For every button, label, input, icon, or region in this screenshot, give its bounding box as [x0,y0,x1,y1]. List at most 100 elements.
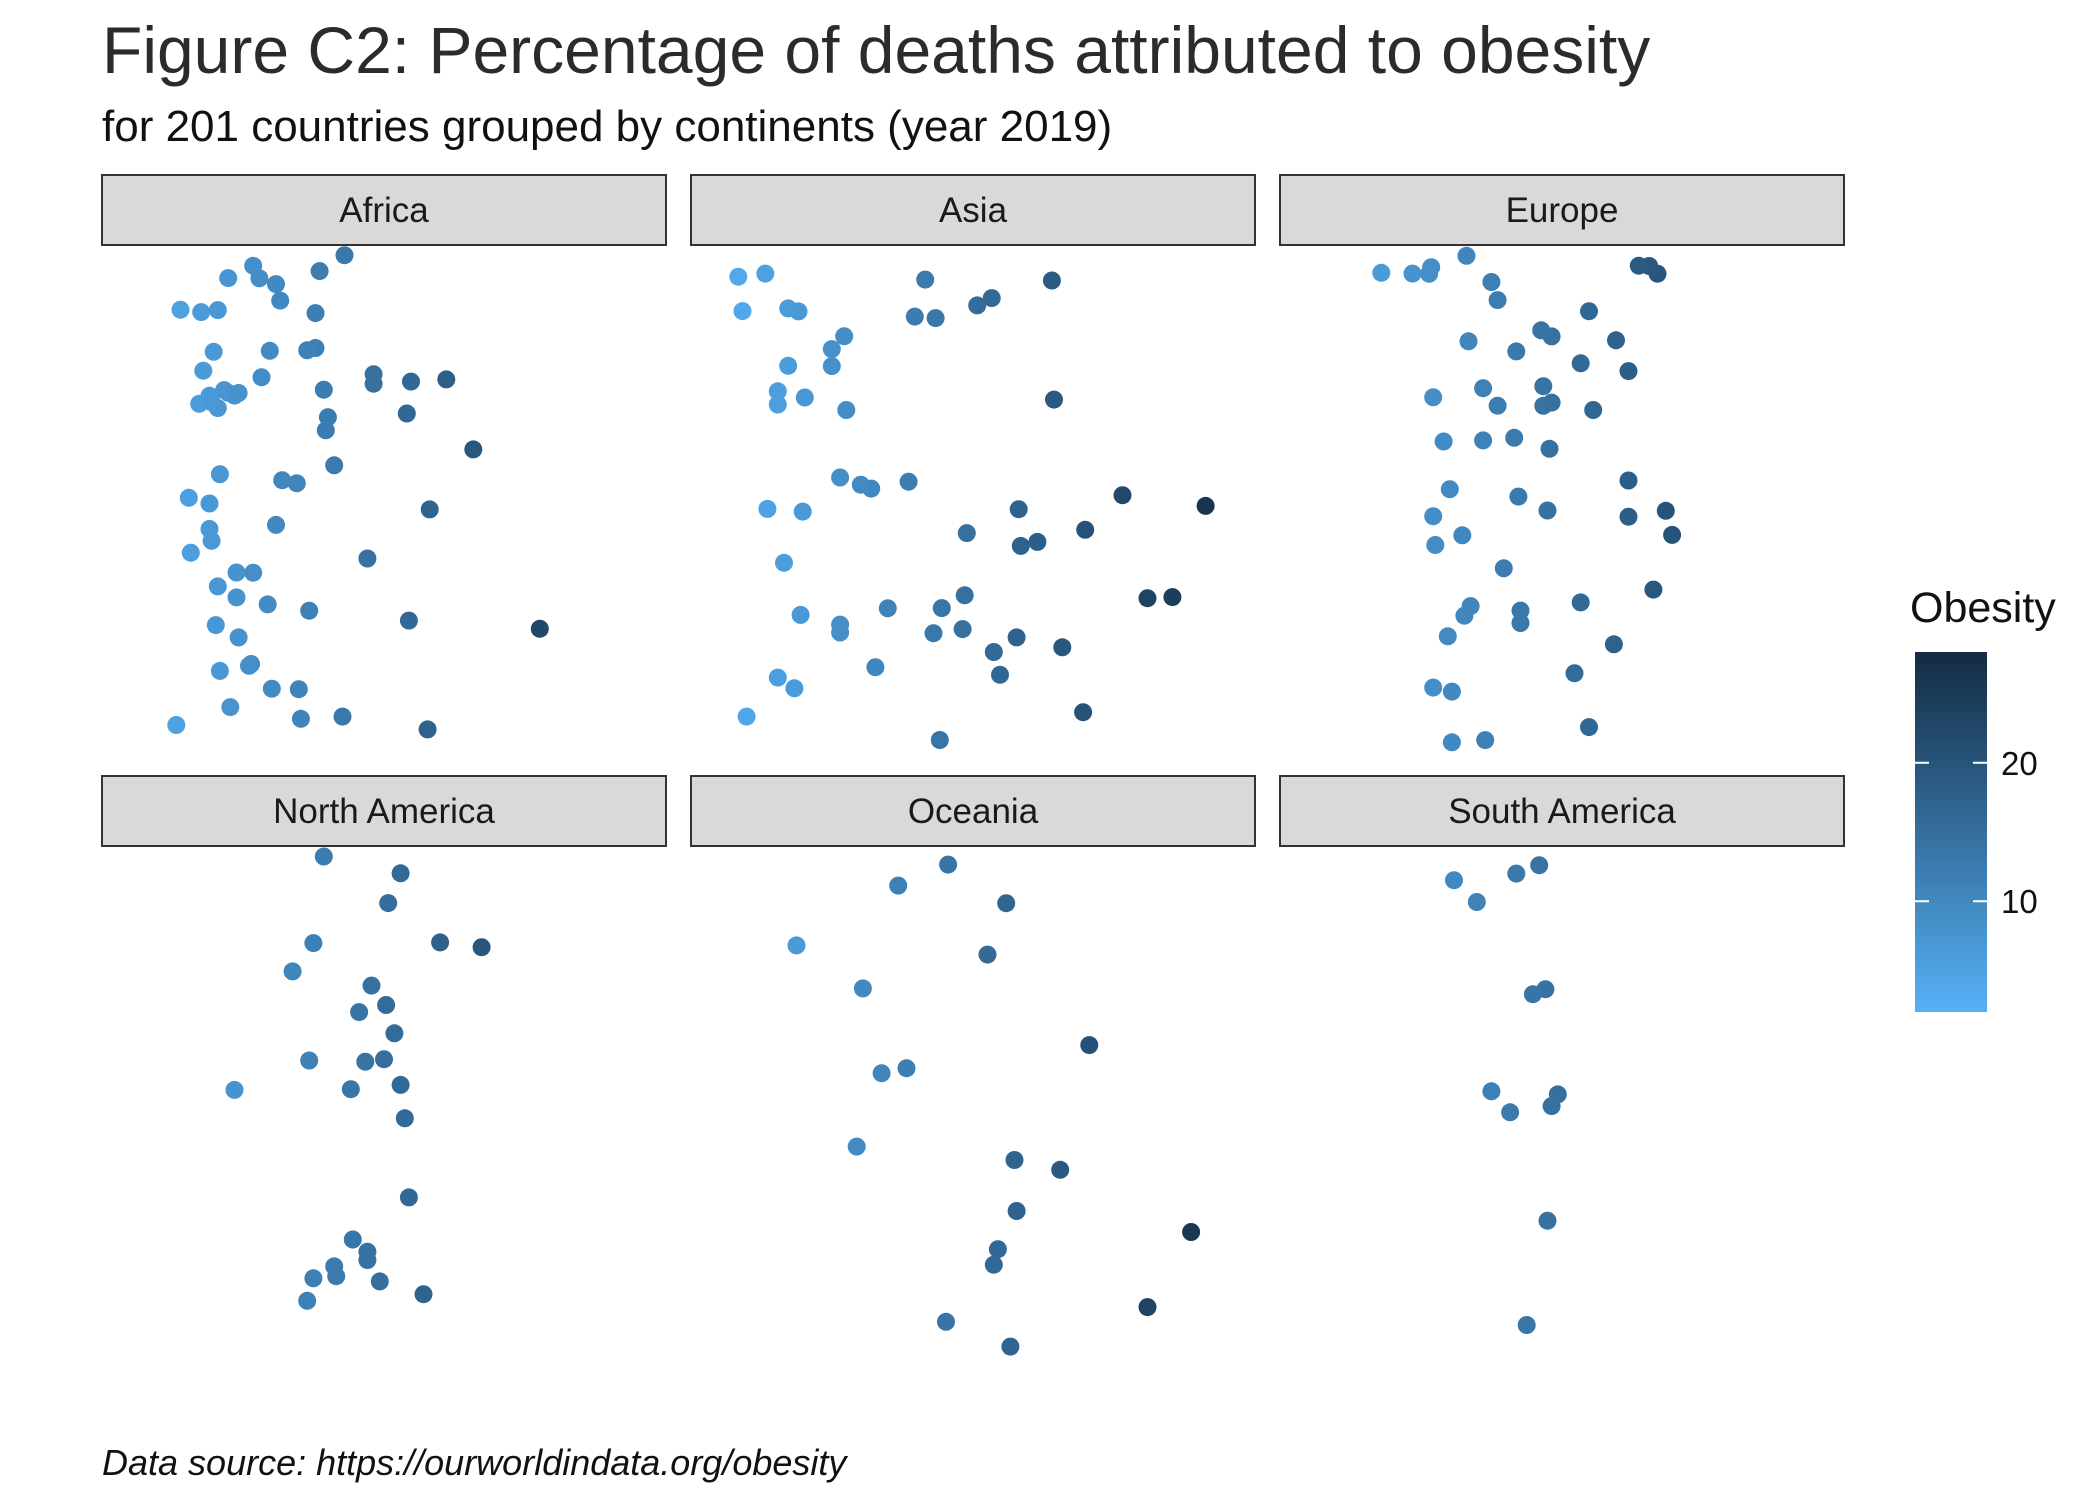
data-point [1007,628,1026,647]
data-point [1482,1082,1501,1101]
data-point [851,475,870,494]
data-point [1196,496,1215,515]
data-point [1505,428,1524,447]
data-point [267,275,285,294]
data-point [924,624,943,643]
legend-title: Obesity [1910,584,2056,632]
data-point [362,976,381,995]
data-point [418,720,437,739]
data-point [729,267,748,286]
data-point [267,515,285,534]
data-point [202,393,221,412]
data-point [391,864,410,883]
data-point [1507,342,1526,361]
data-point [1424,678,1443,697]
data-point [1445,871,1463,890]
data-point [955,586,974,605]
data-point [1442,682,1461,701]
data-point [1580,302,1598,321]
data-point [1644,580,1663,599]
data-point [1538,1211,1557,1230]
data-point [787,936,806,955]
data-point [171,300,190,319]
data-point [1138,589,1157,608]
data-point [314,380,333,399]
data-point [1542,1097,1561,1116]
data-point [926,309,945,328]
data-point [397,404,416,423]
data-point [779,356,798,375]
data-point [737,707,756,726]
data-point [221,698,240,717]
data-point [291,709,310,728]
data-point [837,401,856,419]
data-point [229,628,248,647]
data-point [1607,331,1625,350]
data-point [356,1052,375,1071]
color-legend: Obesity 10 20 [1910,584,2056,1012]
data-point [733,302,752,321]
facet-strip [1279,775,1845,847]
data-point [872,1064,891,1083]
data-point [219,269,238,288]
data-point [822,357,841,376]
data-point [984,643,1003,661]
facet-strip [690,174,1256,246]
data-point [1511,614,1530,632]
data-point [932,599,951,618]
data-point [988,1240,1007,1259]
data-point [1028,532,1047,551]
facet-strip-label: South America [1448,792,1676,831]
data-point [1565,664,1584,683]
data-point [1474,431,1493,450]
data-point [208,301,227,320]
data-point [300,1051,319,1070]
data-point [395,1109,414,1128]
data-point [937,1312,955,1331]
data-point [399,1188,418,1207]
data-point [210,661,229,680]
data-point [262,679,281,698]
data-point [1138,1298,1157,1317]
data-point [391,1075,410,1094]
legend-tick-label: 10 [2001,883,2038,920]
facet-panel-oceania: Oceania [690,775,1256,1356]
data-point [437,370,456,389]
data-point [953,620,972,639]
data-point [1619,507,1638,526]
facet-strip-label: Europe [1506,191,1619,230]
data-point [1538,501,1557,520]
data-point [1517,1316,1536,1334]
data-point [260,341,279,360]
data-point [1053,638,1072,657]
data-point [1476,731,1495,750]
data-point [1507,864,1526,883]
data-point [379,894,398,913]
data-point [889,876,908,895]
data-point [1009,500,1028,519]
data-point [310,262,329,281]
data-point [1051,1160,1070,1179]
data-point [1403,264,1422,283]
data-point [1457,246,1476,265]
facet-strip-label: Africa [339,191,429,230]
data-point [1656,501,1675,520]
data-point [244,563,263,582]
data-point [335,246,354,265]
data-point [916,270,935,289]
data-point [1438,627,1457,646]
data-point [314,847,333,866]
data-point [1534,377,1553,396]
data-point [227,588,246,607]
data-point [370,1272,389,1291]
facet-panel-south-america: South America [1279,775,1845,1334]
data-point [194,361,213,380]
data-point [316,421,335,440]
data-point [304,1269,323,1288]
facet-strip [1279,174,1845,246]
data-point [1482,273,1501,291]
data-point [298,341,317,360]
facet-panel-asia: Asia [690,174,1256,749]
facet-panel-north-america: North America [101,775,667,1310]
data-point [791,605,810,624]
